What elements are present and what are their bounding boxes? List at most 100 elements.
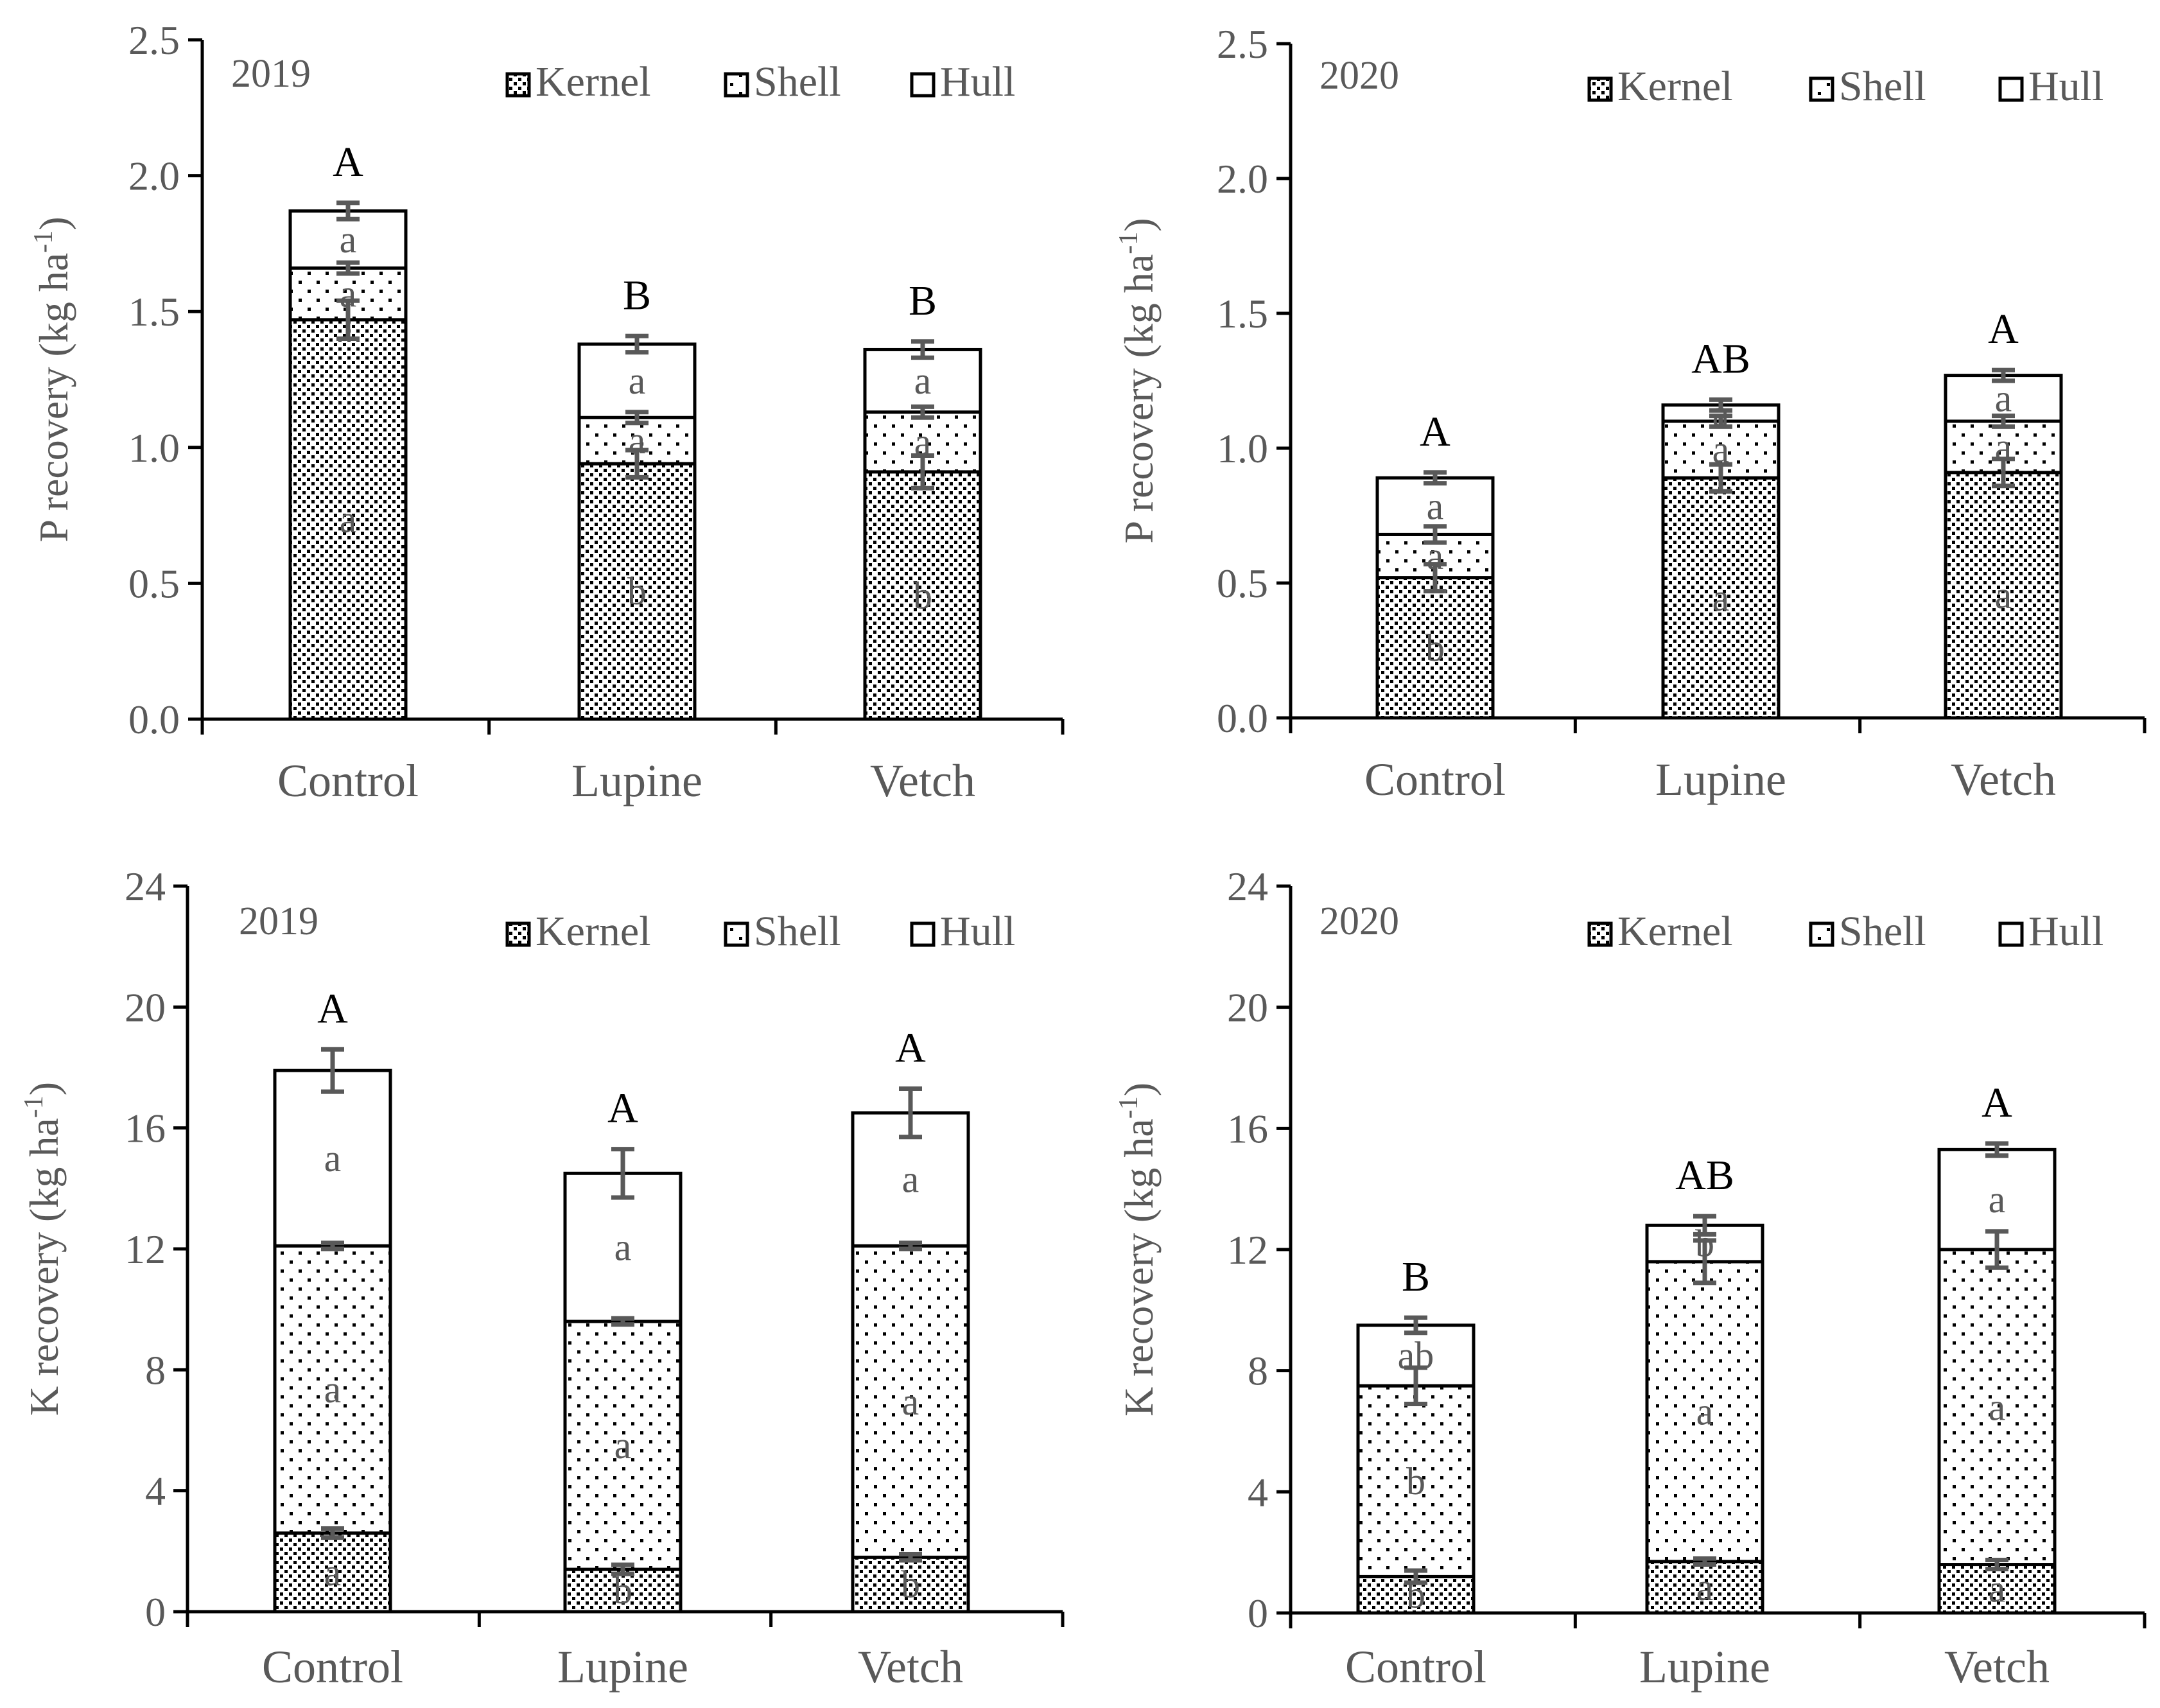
x-category-label: Vetch [858,1641,963,1693]
y-axis-title-superscript: -1 [19,1095,49,1118]
total-significance-letter: A [1981,1079,2012,1126]
total-significance-letter: AB [1675,1152,1734,1199]
significance-letter: a [340,218,357,261]
significance-letter: a [324,1551,342,1594]
significance-letter: a [614,1226,632,1269]
y-axis-title-main: K recovery (kg ha [1116,1119,1162,1416]
y-axis-title: P recovery (kg ha-1) [1114,218,1162,543]
y-axis-title-main: K recovery (kg ha [21,1118,67,1416]
x-category-label: Vetch [1951,754,2056,805]
significance-letter: a [914,360,932,402]
y-axis-title-close: ) [31,216,76,230]
y-axis-title-main: P recovery (kg ha [1116,254,1162,544]
total-significance-letter: A [1988,306,2019,353]
significance-letter: a [1989,1386,2006,1428]
total-significance-letter: A [607,1085,638,1132]
y-tick-label: 4 [145,1468,166,1514]
legend-swatch-hull [1998,76,2024,102]
panel-year-label: 2019 [239,900,318,943]
significance-letter: a [1712,577,1730,619]
y-tick-label: 0 [145,1589,166,1635]
legend-swatch-kernel [505,921,531,947]
bar-control-kernel [273,1531,392,1614]
y-tick-label: 0.0 [1217,695,1268,741]
bar-vetch-kernel [1944,471,2063,720]
x-category-label: Lupine [1655,754,1786,805]
y-tick-label: 24 [1227,864,1268,909]
y-axis-title-superscript: -1 [1114,232,1144,254]
significance-letter: a [614,1424,632,1467]
significance-letter: a [902,1158,919,1201]
y-tick-label: 1.0 [1217,426,1268,471]
bar-control-shell [273,1244,392,1535]
significance-letter: b [913,574,932,616]
significance-letter: b [1425,627,1445,669]
y-axis-title-superscript: -1 [29,231,58,253]
legend-label-shell: Shell [1839,63,1926,110]
y-tick-label: 4 [1248,1469,1268,1515]
legend-label-hull: Hull [2028,908,2103,955]
bar-control-shell [1356,1384,1476,1578]
legend-label-hull: Hull [940,58,1015,105]
panel-year-label: 2020 [1320,900,1399,943]
y-tick-label: 12 [125,1226,166,1272]
y-tick-label: 2.5 [128,17,180,63]
legend-label-shell: Shell [754,908,841,955]
y-tick-label: 12 [1227,1227,1268,1273]
y-tick-label: 0.5 [1217,561,1268,606]
significance-letter: a [340,498,357,541]
y-tick-label: 16 [1227,1106,1268,1151]
y-axis-title-close: ) [1116,218,1162,231]
legend-label-hull: Hull [940,908,1015,955]
x-category-label: Lupine [557,1641,688,1693]
significance-letter: a [324,1137,342,1180]
panel-year-label: 2020 [1320,54,1399,98]
y-tick-label: 8 [1248,1348,1268,1394]
total-significance-letter: B [1402,1253,1430,1300]
significance-letter: b [1406,1460,1425,1503]
panel-2: 0.0 0.5 1.0 1.5 2.0 2.5 P recovery (kg ha-1) 20… [1114,21,2147,805]
bar-vetch-shell [1937,1248,2057,1567]
significance-letter: a [1696,1566,1714,1608]
significance-letter: b [613,1569,632,1612]
x-category-label: Control [262,1641,403,1693]
x-category-label: Lupine [571,755,702,806]
legend-swatch-hull [1998,921,2024,947]
y-tick-label: 1.5 [1217,291,1268,336]
x-category-label: Vetch [1944,1641,2050,1693]
x-category-label: Control [1345,1641,1486,1693]
x-category-label: Control [1364,754,1506,805]
panel-4: 0 4 8 12 16 20 24 K recovery (kg ha-1) 2020 Kerne… [1114,864,2147,1693]
y-tick-label: 8 [145,1347,166,1393]
significance-letter: a [324,1368,342,1411]
x-category-label: Lupine [1639,1641,1770,1693]
y-tick-label: 1.5 [128,289,180,335]
y-tick-label: 1.0 [128,425,180,471]
y-tick-label: 0.5 [128,561,180,606]
legend-swatch-hull [910,72,936,98]
significance-letter: a [1989,1567,2006,1610]
y-axis-title-close: ) [1116,1083,1162,1096]
y-axis-title: K recovery (kg ha-1) [1114,1083,1162,1416]
significance-letter: a [1995,377,2012,419]
legend-swatch-shell [1809,921,1834,947]
legend-label-shell: Shell [1839,908,1926,955]
legend-label-shell: Shell [754,58,841,105]
panel-1: 0.0 0.5 1.0 1.5 2.0 2.5 P recovery (kg ha-1) 20… [29,17,1065,806]
legend-swatch-kernel [1587,921,1613,947]
bar-vetch-kernel [1937,1563,2057,1615]
bar-vetch-kernel [863,470,982,721]
bar-control-kernel [288,318,408,721]
significance-letter: a [1989,1178,2006,1221]
y-axis-title: K recovery (kg ha-1) [19,1082,67,1416]
legend-swatch-shell [724,72,749,98]
total-significance-letter: B [623,272,651,318]
y-axis-title-main: P recovery (kg ha [31,253,76,543]
significance-letter: a [1995,574,2012,616]
total-significance-letter: A [895,1024,926,1071]
x-category-label: Control [277,755,419,806]
y-tick-label: 20 [1227,985,1268,1031]
panel-3: 0 4 8 12 16 20 24 K recovery (kg ha-1) 2019 Kerne… [19,864,1065,1693]
legend-swatch-kernel [1587,76,1613,102]
